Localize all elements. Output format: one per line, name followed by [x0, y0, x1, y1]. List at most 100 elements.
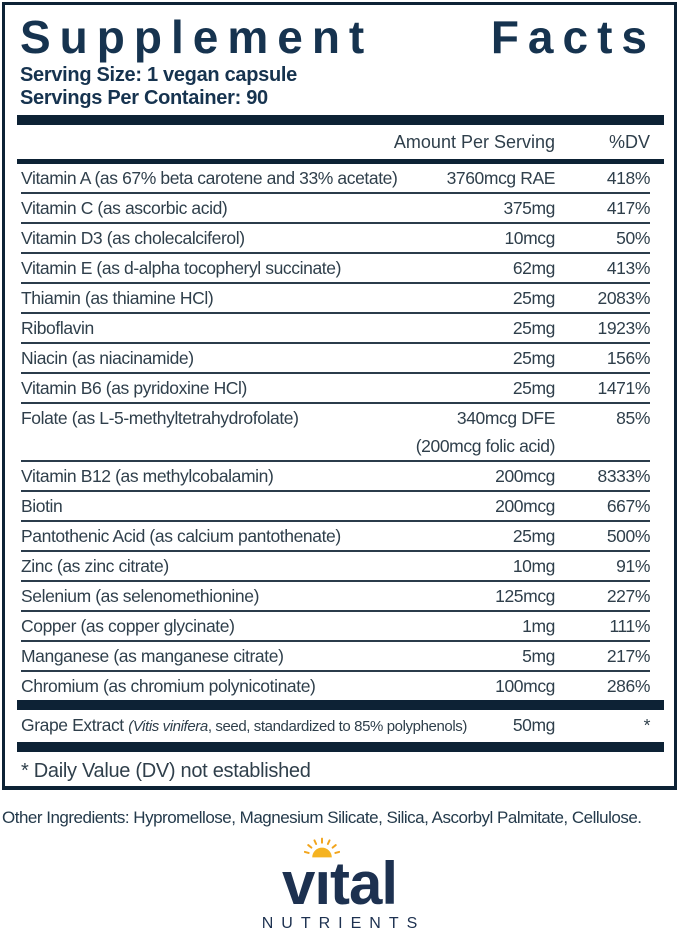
divider-bar-header	[17, 159, 664, 164]
ingredient-dv: 50%	[616, 228, 650, 248]
ingredient-name: Manganese (as manganese citrate)	[21, 646, 284, 666]
serving-size-text: Serving Size: 1 vegan capsule	[20, 64, 297, 86]
table-row: Vitamin B12 (as methylcobalamin) 200mcg …	[21, 460, 650, 490]
ingredient-amount: 10mcg	[504, 228, 555, 248]
table-row: Manganese (as manganese citrate) 5mg 217…	[21, 640, 650, 670]
ingredient-dv: 667%	[606, 496, 651, 516]
brand-logo: v ıtal NUTRIENTS	[0, 837, 679, 933]
table-row: Zinc (as zinc citrate) 10mg 91%	[21, 550, 650, 580]
brand-subtext: NUTRIENTS	[261, 915, 426, 932]
ingredient-amount: 25mg	[512, 348, 556, 368]
table-row: Vitamin D3 (as cholecalciferol) 10mcg 50…	[21, 222, 650, 252]
supplement-facts-panel: Supplement Facts Serving Size: 1 vegan c…	[2, 2, 677, 790]
divider-bar-bottom	[17, 742, 664, 752]
ingredient-dv: 156%	[606, 348, 651, 368]
ingredient-dv: 111%	[609, 616, 650, 636]
ingredient-amount: 25mg	[512, 288, 556, 308]
table-row: Riboflavin 25mg 1923%	[21, 312, 650, 342]
ingredient-name: Vitamin C (as ascorbic acid)	[21, 198, 228, 218]
ingredient-amount: 62mg	[512, 258, 556, 278]
brand-letter-v: v	[281, 850, 315, 917]
ingredient-dv: 2083%	[597, 288, 651, 308]
ingredient-dv: 417%	[606, 198, 651, 218]
table-row: Vitamin C (as ascorbic acid) 375mg 417%	[21, 192, 650, 222]
table-row: Thiamin (as thiamine HCl) 25mg 2083%	[21, 282, 650, 312]
ingredient-dv: 8333%	[597, 466, 651, 486]
ingredient-amount: 25mg	[512, 526, 556, 546]
ingredient-dv: 413%	[606, 258, 651, 278]
ingredient-amount: 25mg	[512, 318, 556, 338]
ingredient-name: Zinc (as zinc citrate)	[21, 556, 169, 576]
ingredient-name: Thiamin (as thiamine HCl)	[21, 288, 214, 308]
ingredient-name: Chromium (as chromium polynicotinate)	[21, 676, 316, 696]
ingredient-amount: 3760mcg RAE	[446, 168, 556, 188]
ingredient-amount: 100mcg	[495, 676, 555, 696]
ingredient-dv: 286%	[606, 676, 651, 696]
ingredient-dv: 85%	[616, 408, 650, 428]
ingredient-amount: 200mcg	[495, 496, 555, 516]
table-row: Vitamin E (as d-alpha tocopheryl succina…	[21, 252, 650, 282]
ingredient-name: Riboflavin	[21, 318, 94, 338]
ingredient-amount: 50mg	[512, 715, 556, 735]
ingredient-name: Niacin (as niacinamide)	[21, 348, 194, 368]
serving-info: Serving Size: 1 vegan capsule Servings P…	[5, 62, 674, 110]
servings-per-container-text: Servings Per Container: 90	[20, 87, 268, 109]
ingredient-dv: 500%	[606, 526, 651, 546]
ingredient-amount: 200mcg	[495, 466, 555, 486]
ingredient-name: Biotin	[21, 496, 63, 516]
table-row: Selenium (as selenomethionine) 125mcg 22…	[21, 580, 650, 610]
ingredient-amount: 1mg	[522, 616, 555, 636]
ingredient-name: Folate (as L-5-methyltetrahydrofolate)	[21, 408, 299, 428]
page-title: Supplement Facts	[5, 5, 674, 62]
ingredient-dv: 418%	[606, 168, 651, 188]
ingredient-dv: 1923%	[597, 318, 651, 338]
table-row: Niacin (as niacinamide) 25mg 156%	[21, 342, 650, 372]
dv-column-header: %DV	[608, 132, 650, 152]
table-rows: Vitamin A (as 67% beta carotene and 33% …	[21, 164, 650, 700]
ingredient-dv: 227%	[606, 586, 651, 606]
other-ingredients-text: Other Ingredients: Hypromellose, Magnesi…	[2, 808, 642, 827]
ingredient-dv: 217%	[606, 646, 651, 666]
ingredient-amount: 25mg	[512, 378, 556, 398]
brand-wordmark: v ıtal	[282, 837, 398, 914]
sun-icon	[304, 837, 341, 858]
table-row: Vitamin B6 (as pyridoxine HCl) 25mg 1471…	[21, 372, 650, 402]
brand-letters-tal: tal	[330, 850, 398, 917]
ingredient-name: Grape Extract (Vitis vinifera, seed, sta…	[21, 710, 485, 742]
table-row: Folate (as L-5-methyltetrahydrofolate) 3…	[21, 402, 650, 460]
ingredient-name: Vitamin B12 (as methylcobalamin)	[21, 466, 274, 486]
brand-letter-i: ı	[304, 837, 341, 917]
ingredient-name: Vitamin A (as 67% beta carotene and 33% …	[21, 168, 398, 188]
divider-bar-top	[17, 115, 664, 125]
dv-footnote: * Daily Value (DV) not established	[21, 760, 311, 782]
table-row: Copper (as copper glycinate) 1mg 111%	[21, 610, 650, 640]
table-row: Pantothenic Acid (as calcium pantothenat…	[21, 520, 650, 550]
divider-bar-minerals-end	[17, 700, 664, 710]
amount-column-header: Amount Per Serving	[393, 132, 555, 152]
table-row: Biotin 200mcg 667%	[21, 490, 650, 520]
header-spacer	[21, 131, 390, 154]
ingredient-name: Copper (as copper glycinate)	[21, 616, 235, 636]
grape-name-suffix: , seed, standardized to 85% polyphenols)	[207, 718, 468, 735]
ingredient-dv: 91%	[616, 556, 650, 576]
ingredient-amount: 5mg	[522, 646, 555, 666]
ingredient-dv: 1471%	[597, 378, 651, 398]
ingredient-amount: 125mcg	[495, 586, 555, 606]
title-word-facts: Facts	[490, 11, 656, 63]
table-row-grape-extract: Grape Extract (Vitis vinifera, seed, sta…	[21, 710, 650, 742]
ingredient-name: Vitamin E (as d-alpha tocopheryl succina…	[21, 258, 342, 278]
ingredient-amount: 375mg	[503, 198, 555, 218]
grape-name-prefix: Grape Extract	[21, 715, 129, 735]
ingredient-dv: *	[643, 715, 651, 735]
ingredient-name: Vitamin D3 (as cholecalciferol)	[21, 228, 245, 248]
ingredient-name: Pantothenic Acid (as calcium pantothenat…	[21, 526, 341, 546]
table-row: Chromium (as chromium polynicotinate) 10…	[21, 670, 650, 700]
table-header-row: Amount Per Serving %DV	[21, 125, 650, 159]
ingredient-amount: 340mcg DFE (200mcg folic acid)	[415, 408, 556, 456]
ingredient-amount: 10mg	[512, 556, 556, 576]
title-word-supplement: Supplement	[20, 11, 374, 63]
ingredient-name: Selenium (as selenomethionine)	[21, 586, 259, 606]
table-row: Vitamin A (as 67% beta carotene and 33% …	[21, 164, 650, 192]
ingredient-name: Vitamin B6 (as pyridoxine HCl)	[21, 378, 247, 398]
grape-name-latin: (Vitis vinifera	[128, 718, 208, 735]
